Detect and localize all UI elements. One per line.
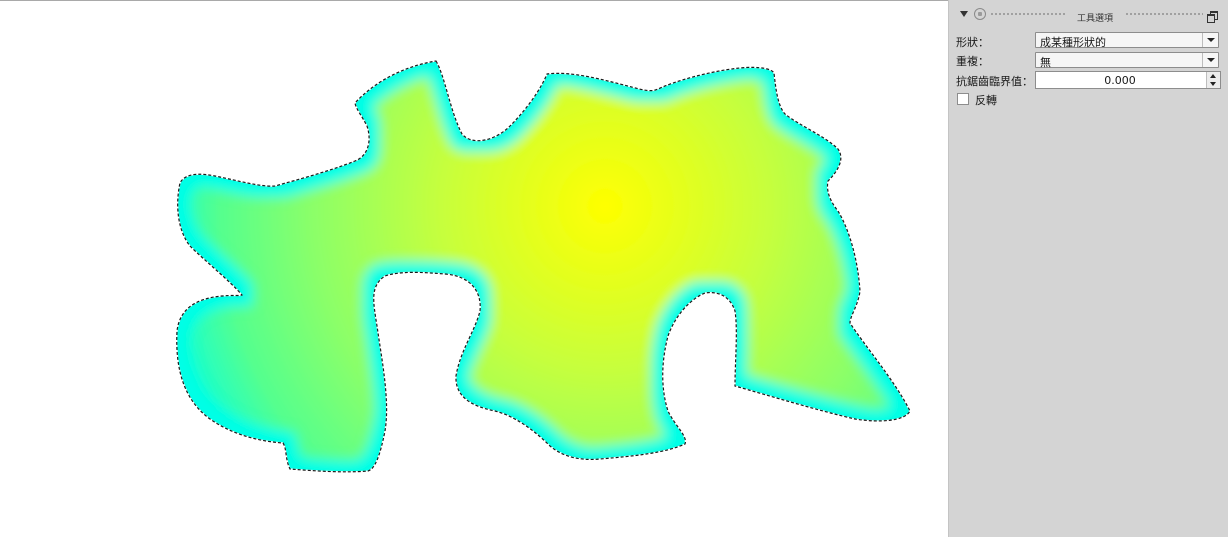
drag-grip[interactable]	[1125, 12, 1203, 16]
gradient-selection-shape	[176, 60, 911, 473]
tool-options-panel: 工具選項 形狀： 成某種形狀的 重複： 無 抗鋸齒臨界值： 0.000 反轉	[948, 0, 1228, 537]
shape-select[interactable]: 成某種形狀的	[1035, 32, 1219, 49]
chevron-down-icon	[1207, 58, 1215, 62]
invert-label[interactable]: 反轉	[975, 94, 997, 107]
repeat-value: 無	[1040, 56, 1051, 69]
selection-shape-fill	[176, 61, 910, 472]
spin-buttons[interactable]	[1206, 72, 1220, 88]
antialias-threshold-value[interactable]: 0.000	[1104, 74, 1136, 87]
spin-up-icon[interactable]	[1210, 74, 1216, 78]
repeat-select[interactable]: 無	[1035, 52, 1219, 69]
shape-label: 形狀：	[956, 36, 989, 49]
repeat-dropdown-button[interactable]	[1202, 53, 1218, 67]
shape-value: 成某種形狀的	[1040, 36, 1106, 49]
repeat-label: 重複：	[956, 55, 989, 68]
canvas[interactable]	[0, 0, 948, 537]
selection-marching-ants	[176, 60, 911, 473]
invert-checkbox[interactable]	[957, 93, 969, 105]
lock-icon[interactable]	[974, 8, 986, 20]
antialias-threshold-label: 抗鋸齒臨界值：	[956, 75, 1033, 88]
shape-dropdown-button[interactable]	[1202, 33, 1218, 47]
float-panel-icon[interactable]	[1207, 11, 1218, 23]
chevron-down-icon	[1207, 38, 1215, 42]
triangle-down-icon[interactable]	[960, 11, 968, 17]
drag-grip[interactable]	[990, 12, 1066, 16]
panel-title: 工具選項	[1076, 14, 1113, 24]
antialias-threshold-spinbox[interactable]: 0.000	[1035, 71, 1221, 89]
panel-header: 工具選項	[949, 3, 1228, 25]
spin-down-icon[interactable]	[1210, 82, 1216, 86]
